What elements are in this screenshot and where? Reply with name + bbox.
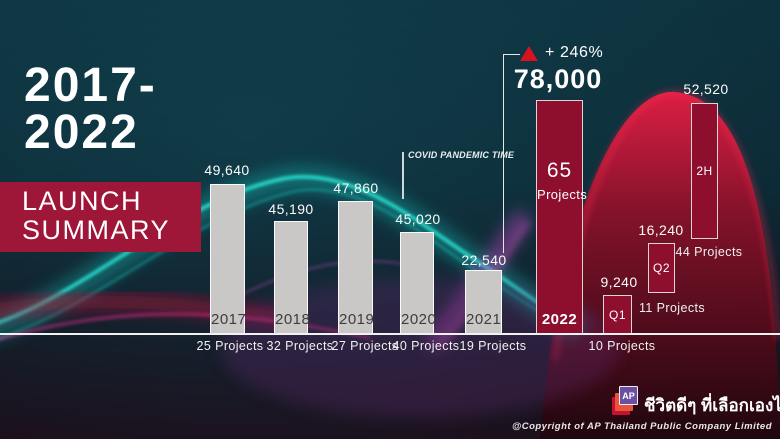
growth-leader-line bbox=[503, 54, 520, 253]
value-label-2017: 49,640 bbox=[204, 162, 250, 178]
value-label-2h: 52,520 bbox=[683, 81, 729, 97]
value-label-q2: 16,240 bbox=[638, 222, 684, 238]
copyright-text: @Copyright of AP Thailand Public Company… bbox=[511, 421, 772, 432]
projects-label-2019: 27 Projects bbox=[331, 339, 399, 353]
value-label-q1: 9,240 bbox=[600, 274, 638, 290]
bar-2019-year: 2019 bbox=[339, 311, 375, 328]
banner-line-1: LAUNCH bbox=[22, 186, 143, 216]
ap-logo-text: AP bbox=[622, 390, 635, 401]
ap-logo: AP bbox=[612, 386, 639, 415]
launch-summary-banner: LAUNCH SUMMARY bbox=[0, 182, 201, 252]
bar-2017: 2017 bbox=[210, 184, 247, 334]
value-label-2020: 45,020 bbox=[395, 211, 441, 227]
projects-label-2020: 40 Projects bbox=[392, 339, 460, 353]
bar-2019: 2019 bbox=[338, 201, 375, 334]
projects-label-q1: 10 Projects bbox=[588, 339, 656, 353]
title-line-1: 2017- bbox=[24, 59, 157, 112]
bar-2022: 65 Projects 2022 bbox=[536, 100, 588, 334]
value-label-2021: 22,540 bbox=[461, 252, 507, 268]
triangle-up-icon bbox=[520, 45, 538, 61]
growth-annotation: + 246% bbox=[520, 44, 603, 62]
bar-2021-year: 2021 bbox=[466, 311, 502, 328]
bar-2020: 2020 bbox=[400, 232, 437, 334]
bar-2022-projects: 65 Projects bbox=[537, 159, 588, 202]
ap-logo-tile-front: AP bbox=[619, 386, 638, 405]
page-title: 2017- 2022 bbox=[24, 59, 157, 159]
projects-label-2h: 44 Projects bbox=[675, 245, 743, 259]
bar-2022-projects-count: 65 bbox=[546, 159, 573, 182]
bar-2022-year: 2022 bbox=[541, 311, 578, 328]
value-label-2019: 47,860 bbox=[333, 180, 379, 196]
bar-q1: Q1 bbox=[603, 295, 632, 334]
growth-percent-label: + 246% bbox=[545, 44, 604, 61]
title-line-2: 2022 bbox=[24, 106, 139, 159]
value-label-2022: 78,000 bbox=[513, 64, 603, 94]
bar-q1-label: Q1 bbox=[608, 307, 626, 322]
bar-2021: 2021 bbox=[465, 270, 502, 334]
bar-q2-label: Q2 bbox=[652, 261, 670, 275]
bar-q2: Q2 bbox=[648, 243, 675, 293]
ap-slogan: ชีวิตดีๆ ที่เลือกเองได้ bbox=[644, 396, 780, 415]
bar-2018-year: 2018 bbox=[275, 311, 311, 328]
projects-label-2021: 19 Projects bbox=[459, 339, 527, 353]
covid-tick-line bbox=[402, 152, 404, 199]
bar-2020-year: 2020 bbox=[401, 311, 437, 328]
projects-label-2017: 25 Projects bbox=[196, 339, 264, 353]
value-label-2018: 45,190 bbox=[268, 201, 314, 217]
bar-2022-projects-word: Projects bbox=[537, 187, 588, 202]
projects-label-q2: 11 Projects bbox=[638, 301, 706, 315]
bar-2h-label: 2H bbox=[696, 164, 713, 178]
bar-2018: 2018 bbox=[274, 221, 311, 334]
bar-2017-year: 2017 bbox=[211, 311, 247, 328]
bar-2h: 2H bbox=[691, 103, 718, 239]
chart-baseline bbox=[0, 333, 780, 335]
covid-label: COVID PANDEMIC TIME bbox=[408, 150, 515, 160]
projects-label-2018: 32 Projects bbox=[266, 339, 334, 353]
banner-line-2: SUMMARY bbox=[22, 215, 171, 245]
